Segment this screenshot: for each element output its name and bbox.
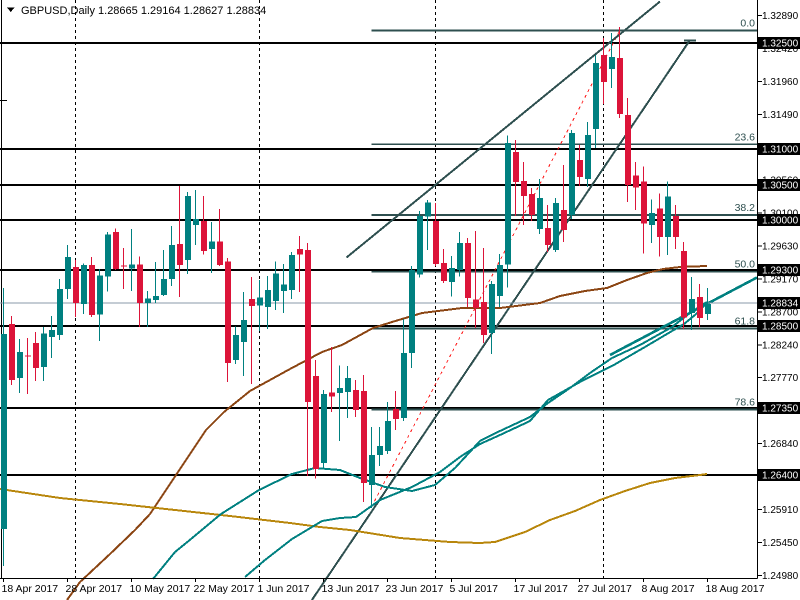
svg-text:1.32890: 1.32890 bbox=[762, 11, 799, 22]
svg-text:1.27350: 1.27350 bbox=[762, 404, 799, 415]
svg-text:1.28500: 1.28500 bbox=[762, 322, 799, 333]
svg-text:1.31000: 1.31000 bbox=[762, 145, 799, 156]
svg-text:17 Jul 2017: 17 Jul 2017 bbox=[514, 583, 568, 595]
svg-text:61.8: 61.8 bbox=[735, 316, 756, 328]
svg-text:1.25450: 1.25450 bbox=[762, 538, 799, 549]
svg-text:1.27770: 1.27770 bbox=[762, 373, 799, 384]
svg-text:27 Jul 2017: 27 Jul 2017 bbox=[578, 583, 632, 595]
svg-text:1.26840: 1.26840 bbox=[762, 439, 799, 450]
svg-text:1.32500: 1.32500 bbox=[762, 39, 799, 50]
svg-text:23.6: 23.6 bbox=[735, 131, 756, 143]
svg-text:18 Aug 2017: 18 Aug 2017 bbox=[706, 583, 765, 595]
svg-text:1.31960: 1.31960 bbox=[762, 77, 799, 88]
svg-text:1.28834: 1.28834 bbox=[762, 299, 799, 310]
svg-text:5 Jul 2017: 5 Jul 2017 bbox=[450, 583, 499, 595]
svg-text:1.30500: 1.30500 bbox=[762, 181, 799, 192]
svg-text:8 Aug 2017: 8 Aug 2017 bbox=[642, 583, 695, 595]
svg-text:1.29300: 1.29300 bbox=[762, 266, 799, 277]
svg-text:1.26400: 1.26400 bbox=[762, 471, 799, 482]
svg-text:1.24980: 1.24980 bbox=[762, 571, 799, 582]
svg-text:1.31490: 1.31490 bbox=[762, 110, 799, 121]
svg-text:1.28700: 1.28700 bbox=[762, 307, 799, 318]
svg-text:23 Jun 2017: 23 Jun 2017 bbox=[386, 583, 444, 595]
svg-text:10 May 2017: 10 May 2017 bbox=[130, 583, 191, 595]
svg-text:78.6: 78.6 bbox=[735, 397, 756, 409]
svg-text:1 Jun 2017: 1 Jun 2017 bbox=[258, 583, 310, 595]
svg-text:28 Apr 2017: 28 Apr 2017 bbox=[66, 583, 123, 595]
svg-text:18 Apr 2017: 18 Apr 2017 bbox=[2, 583, 59, 595]
svg-text:1.30000: 1.30000 bbox=[762, 216, 799, 227]
svg-text:1.28240: 1.28240 bbox=[762, 340, 799, 351]
svg-text:50.0: 50.0 bbox=[735, 259, 756, 271]
svg-text:1.29630: 1.29630 bbox=[762, 242, 799, 253]
svg-text:GBPUSD,Daily 1.28665 1.29164: GBPUSD,Daily 1.28665 1.29164 1.28627 1.2… bbox=[21, 5, 266, 17]
svg-text:1.29170: 1.29170 bbox=[762, 274, 799, 285]
svg-text:38.2: 38.2 bbox=[735, 202, 756, 214]
svg-text:0.0: 0.0 bbox=[740, 18, 755, 30]
svg-text:13 Jun 2017: 13 Jun 2017 bbox=[322, 583, 380, 595]
svg-text:1.32420: 1.32420 bbox=[762, 44, 799, 55]
svg-text:1.25910: 1.25910 bbox=[762, 505, 799, 516]
svg-text:22 May 2017: 22 May 2017 bbox=[194, 583, 255, 595]
